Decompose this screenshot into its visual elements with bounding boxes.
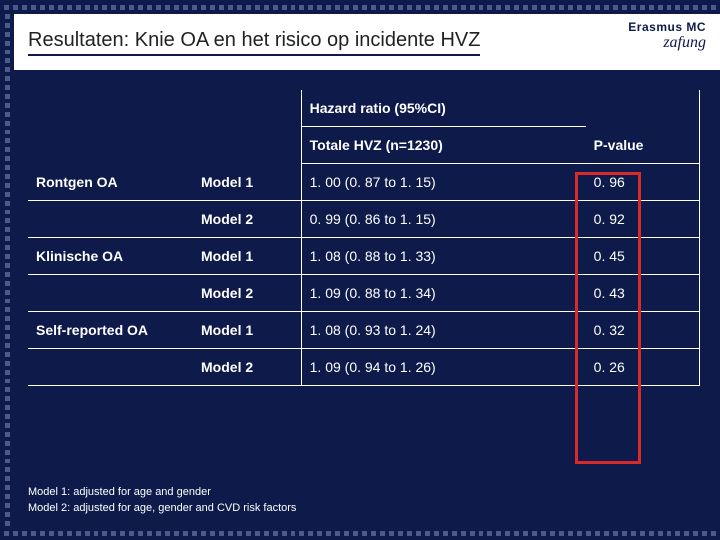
header-row-1: Hazard ratio (95%CI) <box>28 90 700 127</box>
hazard-ratio-cell: 1. 09 (0. 94 to 1. 26) <box>301 349 586 386</box>
dotted-border-bottom <box>0 528 720 538</box>
slide-title: Resultaten: Knie OA en het risico op inc… <box>28 29 480 56</box>
table-row: Self-reported OAModel 11. 08 (0. 93 to 1… <box>28 312 700 349</box>
dotted-border-top <box>0 2 720 12</box>
footnotes: Model 1: adjusted for age and gender Mod… <box>28 485 296 516</box>
table-row: Klinische OAModel 11. 08 (0. 88 to 1. 33… <box>28 238 700 275</box>
group-label: Self-reported OA <box>28 312 193 349</box>
footnote-model-1: Model 1: adjusted for age and gender <box>28 485 296 500</box>
footnote-model-2: Model 2: adjusted for age, gender and CV… <box>28 501 296 516</box>
model-label: Model 2 <box>193 201 301 238</box>
table-row: Model 21. 09 (0. 94 to 1. 26)0. 26 <box>28 349 700 386</box>
table-row: Rontgen OAModel 11. 00 (0. 87 to 1. 15)0… <box>28 164 700 201</box>
p-value-cell: 0. 45 <box>586 238 700 275</box>
group-label <box>28 201 193 238</box>
p-value-cell: 0. 26 <box>586 349 700 386</box>
p-value-cell: 0. 96 <box>586 164 700 201</box>
p-value-cell: 0. 92 <box>586 201 700 238</box>
hazard-ratio-cell: 0. 99 (0. 86 to 1. 15) <box>301 201 586 238</box>
hazard-ratio-cell: 1. 08 (0. 93 to 1. 24) <box>301 312 586 349</box>
results-table: Hazard ratio (95%CI) Totale HVZ (n=1230)… <box>28 90 700 386</box>
logo-text-top: Erasmus MC <box>628 20 706 34</box>
group-label: Rontgen OA <box>28 164 193 201</box>
p-value-cell: 0. 43 <box>586 275 700 312</box>
model-label: Model 1 <box>193 238 301 275</box>
hazard-ratio-cell: 1. 09 (0. 88 to 1. 34) <box>301 275 586 312</box>
dotted-border-left <box>2 14 12 526</box>
model-label: Model 2 <box>193 275 301 312</box>
hazard-ratio-cell: 1. 08 (0. 88 to 1. 33) <box>301 238 586 275</box>
table-row: Model 21. 09 (0. 88 to 1. 34)0. 43 <box>28 275 700 312</box>
header-p-value: P-value <box>586 127 700 164</box>
header-total-hvz: Totale HVZ (n=1230) <box>301 127 586 164</box>
header-row-2: Totale HVZ (n=1230) P-value <box>28 127 700 164</box>
logo-text-bottom: zafung <box>628 34 706 52</box>
group-label <box>28 275 193 312</box>
group-label <box>28 349 193 386</box>
table-container: Hazard ratio (95%CI) Totale HVZ (n=1230)… <box>28 90 700 386</box>
erasmus-logo: Erasmus MC zafung <box>628 20 706 52</box>
model-label: Model 1 <box>193 312 301 349</box>
hazard-ratio-cell: 1. 00 (0. 87 to 1. 15) <box>301 164 586 201</box>
p-value-cell: 0. 32 <box>586 312 700 349</box>
header-hazard-ratio: Hazard ratio (95%CI) <box>301 90 586 127</box>
slide-header: Resultaten: Knie OA en het risico op inc… <box>14 14 720 70</box>
group-label: Klinische OA <box>28 238 193 275</box>
model-label: Model 2 <box>193 349 301 386</box>
table-row: Model 20. 99 (0. 86 to 1. 15)0. 92 <box>28 201 700 238</box>
model-label: Model 1 <box>193 164 301 201</box>
